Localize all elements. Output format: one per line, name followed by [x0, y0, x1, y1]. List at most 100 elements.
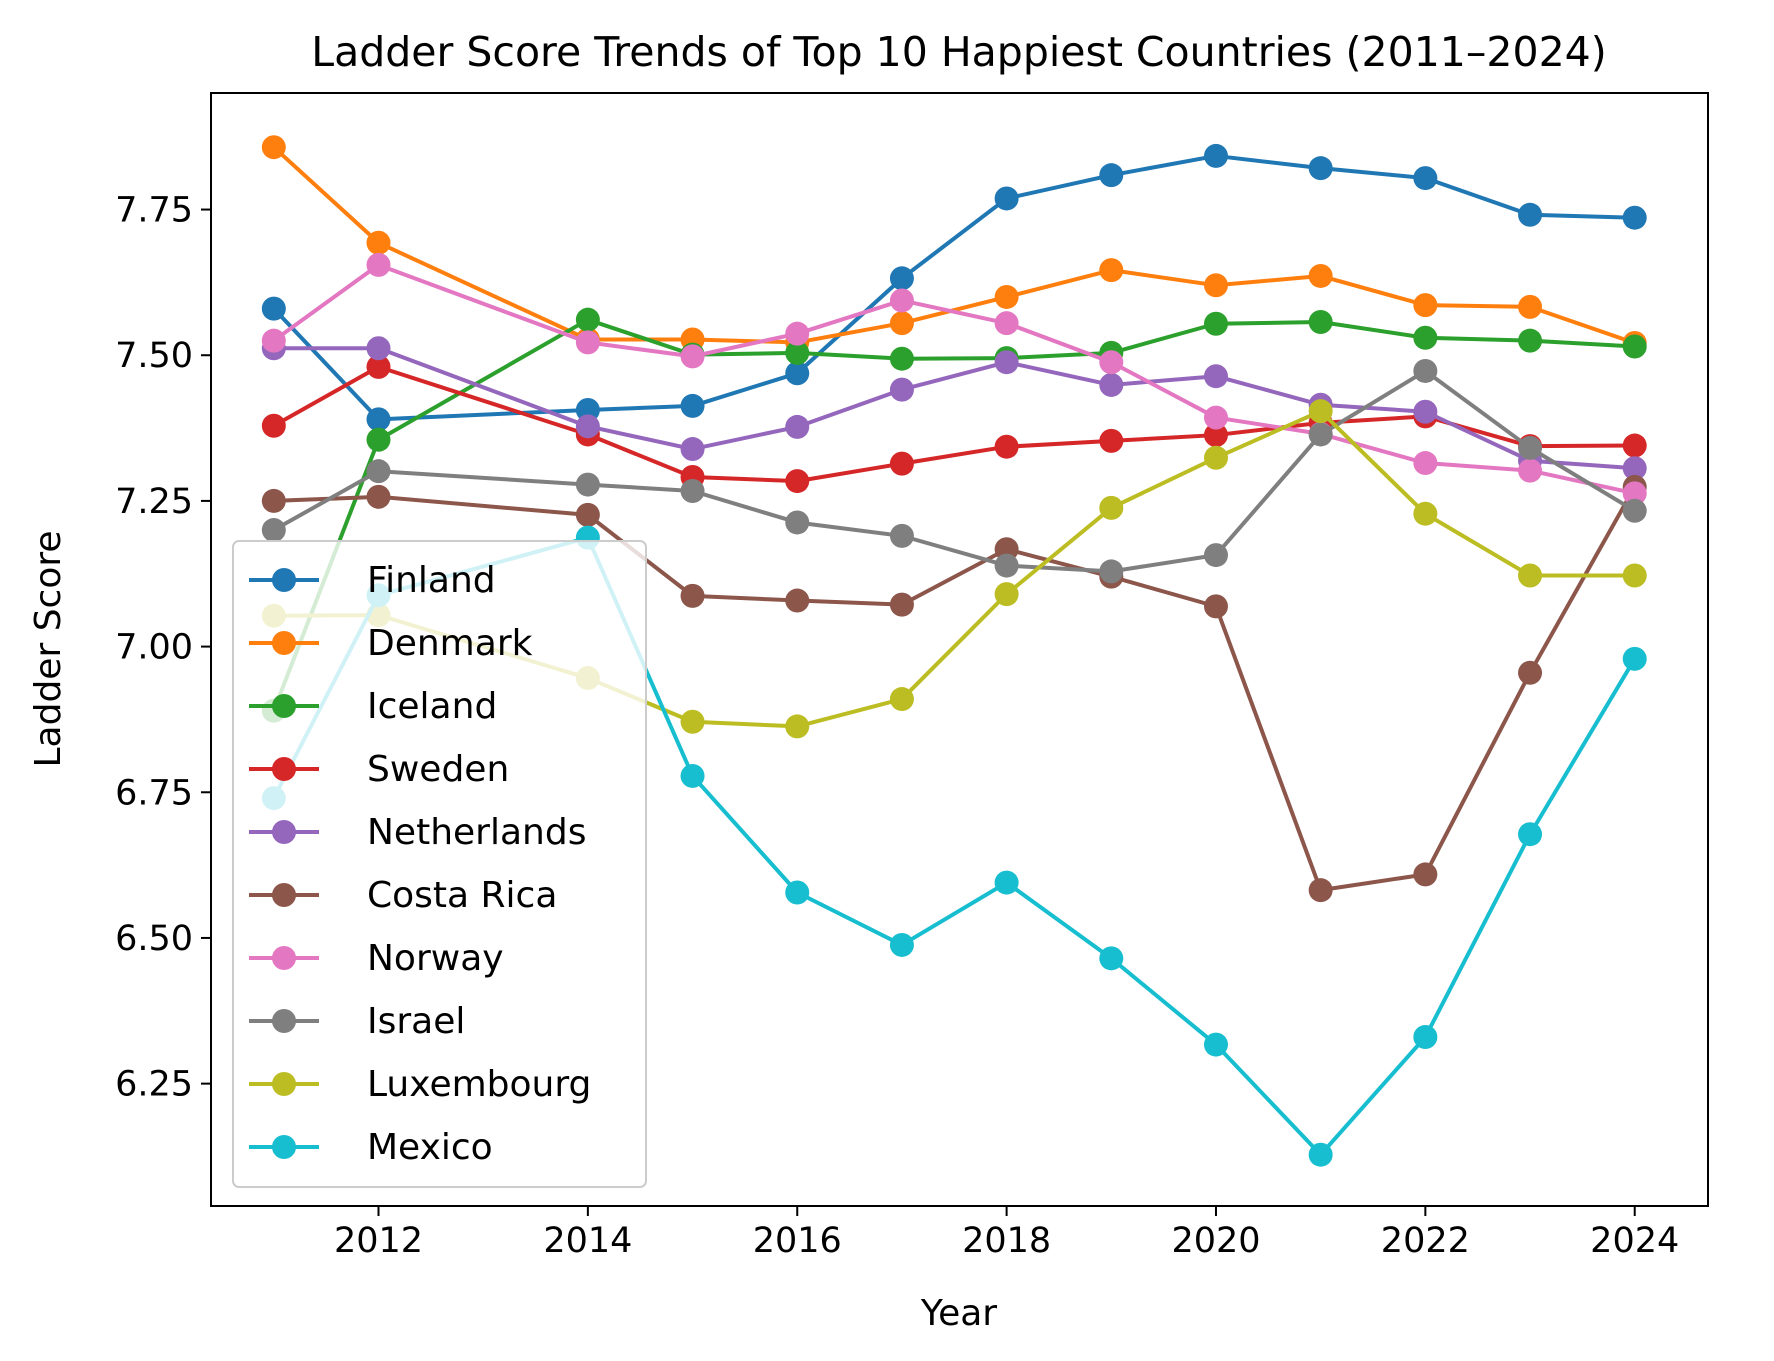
data-point	[785, 510, 810, 535]
x-tick-label: 2020	[1171, 1221, 1260, 1261]
data-point	[261, 488, 286, 513]
legend-marker	[272, 1135, 296, 1159]
legend: Finland Denmark Iceland Sweden Netherlands Co…	[232, 540, 647, 1188]
data-point	[889, 311, 914, 336]
legend-label: Costa Rica	[367, 875, 557, 916]
data-point	[1622, 563, 1647, 588]
legend-item: Norway	[249, 938, 504, 979]
legend-label: Israel	[367, 1001, 465, 1042]
x-tick-label: 2016	[753, 1221, 842, 1261]
data-point	[1518, 202, 1543, 227]
data-point	[994, 284, 1019, 309]
legend-label: Denmark	[367, 623, 533, 664]
data-point	[994, 582, 1019, 607]
data-point	[785, 469, 810, 494]
data-point	[1203, 273, 1228, 298]
data-point	[1622, 334, 1647, 359]
legend-item: Israel	[249, 1001, 465, 1042]
legend-label: Finland	[367, 560, 496, 601]
data-point	[1203, 1032, 1228, 1057]
data-point	[889, 451, 914, 476]
legend-marker	[272, 1009, 296, 1033]
y-axis-label: Ladder Score	[28, 530, 69, 767]
legend-item: Mexico	[249, 1127, 493, 1168]
data-point	[889, 687, 914, 712]
data-point	[1099, 495, 1124, 520]
legend-marker	[272, 568, 296, 592]
data-point	[261, 296, 286, 321]
data-point	[1099, 372, 1124, 397]
legend-label: Netherlands	[367, 812, 586, 853]
series-netherlands	[261, 336, 1647, 481]
data-point	[1413, 293, 1438, 318]
data-point	[1203, 405, 1228, 430]
data-point	[1622, 433, 1647, 458]
data-point	[680, 393, 705, 418]
data-point	[785, 414, 810, 439]
data-point	[889, 377, 914, 402]
data-point	[994, 870, 1019, 895]
y-tick-label: 6.50	[115, 919, 193, 959]
y-axis: 6.25 6.50 6.75 7.00 7.25 7.50 7.75	[115, 191, 211, 1105]
data-point	[1518, 294, 1543, 319]
series-israel	[261, 358, 1647, 584]
data-point	[1203, 445, 1228, 470]
data-point	[785, 340, 810, 365]
data-point	[366, 407, 391, 432]
data-point	[785, 588, 810, 613]
data-point	[680, 437, 705, 462]
chart-title: Ladder Score Trends of Top 10 Happiest C…	[311, 28, 1606, 76]
data-point	[1518, 458, 1543, 483]
plot-frame	[210, 92, 1709, 1207]
data-point	[1413, 325, 1438, 350]
data-point	[1413, 1025, 1438, 1050]
data-point	[994, 186, 1019, 211]
data-point	[261, 328, 286, 353]
data-point	[1518, 563, 1543, 588]
legend-box	[232, 540, 647, 1188]
data-point	[994, 311, 1019, 336]
legend-item: Netherlands	[249, 812, 586, 853]
legend-marker	[272, 1072, 296, 1096]
x-tick-label: 2024	[1590, 1221, 1679, 1261]
data-point	[575, 330, 600, 355]
legend-label: Sweden	[367, 749, 509, 790]
legend-label: Mexico	[367, 1127, 493, 1168]
data-point	[366, 230, 391, 255]
data-point	[1203, 143, 1228, 168]
data-point	[1099, 428, 1124, 453]
data-point	[1308, 1142, 1333, 1167]
data-point	[680, 344, 705, 369]
data-point	[1099, 163, 1124, 188]
x-axis-label: Year	[920, 1293, 997, 1334]
data-point	[994, 350, 1019, 375]
data-point	[994, 553, 1019, 578]
data-point	[366, 484, 391, 509]
data-point	[1413, 358, 1438, 383]
data-point	[1203, 594, 1228, 619]
data-point	[889, 266, 914, 291]
legend-label: Norway	[367, 938, 504, 979]
data-point	[1622, 205, 1647, 230]
data-point	[1413, 166, 1438, 191]
data-point	[680, 709, 705, 734]
data-point	[1518, 822, 1543, 847]
data-point	[366, 459, 391, 484]
data-point	[1622, 646, 1647, 671]
y-tick-label: 6.75	[115, 773, 193, 813]
plot-area	[210, 92, 1709, 1207]
legend-marker	[272, 883, 296, 907]
legend-item: Sweden	[249, 749, 509, 790]
data-point	[994, 434, 1019, 459]
data-point	[680, 583, 705, 608]
legend-item: Luxembourg	[249, 1064, 591, 1105]
legend-label: Iceland	[367, 686, 497, 727]
data-point	[575, 502, 600, 527]
data-point	[1413, 399, 1438, 424]
data-point	[575, 307, 600, 332]
y-tick-label: 7.50	[115, 336, 193, 376]
data-point	[1413, 501, 1438, 526]
data-point	[1099, 559, 1124, 584]
data-point	[1622, 481, 1647, 506]
